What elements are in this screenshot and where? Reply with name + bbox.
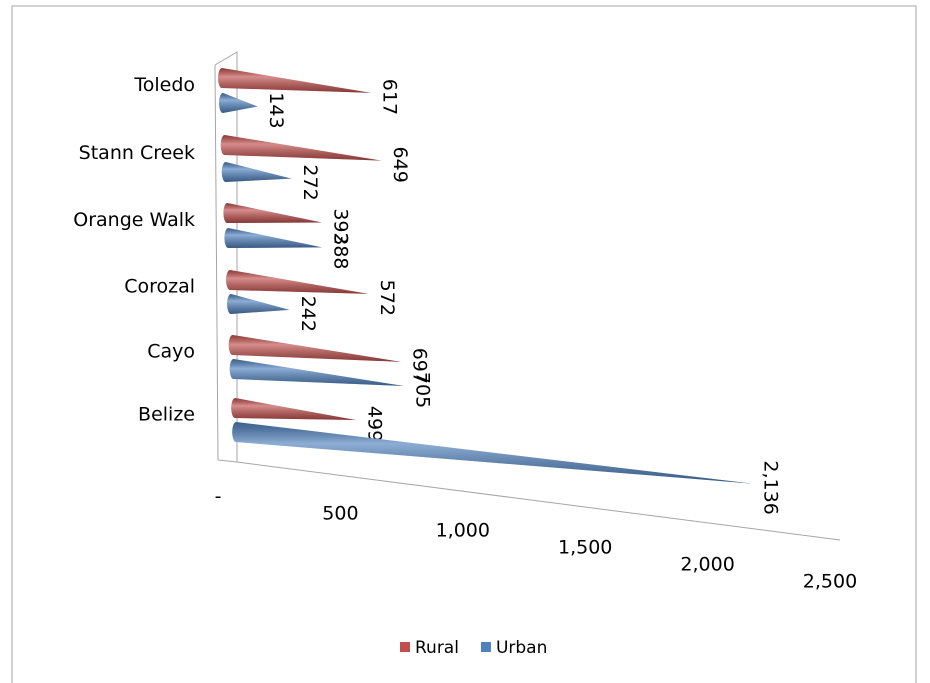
- legend-swatch: [480, 642, 491, 652]
- cone-shade: [226, 270, 369, 294]
- legend-label: Rural: [415, 638, 459, 658]
- y-tick-label: Cayo: [147, 341, 195, 363]
- y-tick-label: Orange Walk: [73, 209, 195, 231]
- y-tick-label: Corozal: [124, 276, 195, 298]
- x-tick-label: 1,500: [558, 537, 612, 559]
- cone-shade: [228, 335, 402, 362]
- data-label: 499: [363, 406, 385, 442]
- y-tick-label: Stann Creek: [79, 142, 195, 164]
- x-tick-label: 500: [322, 503, 358, 525]
- chart-frame: [11, 5, 917, 683]
- data-label: 697: [409, 348, 431, 384]
- y-tick-label: Belize: [138, 404, 195, 426]
- data-label: 272: [299, 164, 321, 200]
- data-label: 143: [265, 92, 287, 128]
- data-label: 649: [389, 147, 411, 183]
- cone-shade: [218, 68, 372, 93]
- cone-shade: [220, 135, 382, 161]
- cone-shade: [224, 228, 323, 249]
- x-tick-label: 2,500: [803, 571, 857, 593]
- data-label: 242: [297, 296, 319, 332]
- side-wall: [214, 64, 219, 461]
- data-label: 572: [376, 280, 398, 316]
- data-label: 705: [411, 372, 433, 408]
- x-tick-label: 1,000: [436, 520, 490, 542]
- floor: [217, 459, 841, 541]
- cone-shade: [227, 294, 290, 314]
- cone-shade: [232, 422, 753, 484]
- data-label: 617: [379, 79, 401, 115]
- x-tick-label: 2,000: [680, 554, 734, 576]
- legend-label: Urban: [496, 638, 547, 658]
- legend-swatch: [400, 642, 410, 652]
- cone-shade: [221, 162, 292, 182]
- data-label: 388: [330, 233, 352, 269]
- cone-shade: [229, 359, 404, 387]
- y-tick-label: Toledo: [133, 74, 195, 96]
- data-label: 2,136: [760, 460, 782, 514]
- cone-shade: [223, 203, 323, 224]
- cone-shade: [231, 398, 356, 421]
- data-label: 392: [330, 208, 352, 244]
- back-wall: [214, 51, 238, 462]
- cone-shade: [219, 93, 258, 113]
- x-tick-label: -: [215, 486, 222, 508]
- walls: [214, 51, 841, 541]
